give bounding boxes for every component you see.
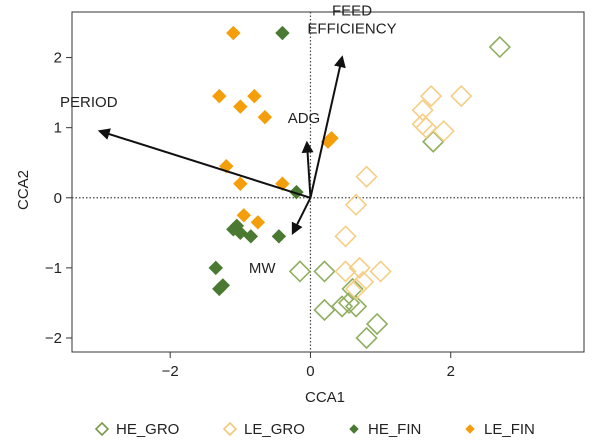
- point-he-gro: [341, 277, 364, 301]
- legend-marker: [349, 424, 359, 434]
- point-le-gro: [450, 84, 473, 108]
- point-le-gro: [351, 270, 375, 294]
- vector-adg-label: ADG: [288, 110, 321, 127]
- vector-mw-arrow: [291, 197, 312, 235]
- point-le-fin: [233, 99, 248, 114]
- y-tick-label: 0: [54, 190, 62, 207]
- point-le-gro: [355, 165, 378, 188]
- x-axis-label: CCA1: [305, 389, 345, 406]
- y-tick-label: 2: [54, 50, 62, 67]
- point-le-gro: [419, 84, 443, 108]
- legend-label: LE_GRO: [244, 421, 305, 438]
- point-he-fin: [271, 229, 287, 244]
- biplot-vectors: PERIOD FEED EFFICIENCY ADG MW: [60, 3, 397, 277]
- point-he-gro: [288, 260, 312, 283]
- point-he-gro: [313, 260, 336, 283]
- point-le-gro: [369, 260, 392, 283]
- point-he-fin: [275, 25, 290, 41]
- point-le-fin: [212, 88, 227, 104]
- y-tick-label: −1: [45, 260, 62, 277]
- point-he-gro: [365, 312, 389, 336]
- point-le-gro: [334, 225, 357, 248]
- series-le-gro: [334, 84, 473, 301]
- legend: HE_GRO LE_GRO HE_FIN LE_FIN: [94, 421, 535, 438]
- point-he-gro: [355, 326, 378, 350]
- legend-item-le-gro: LE_GRO: [222, 421, 305, 438]
- legend-marker: [465, 424, 475, 434]
- vector-feed-efficiency-arrow: [309, 55, 346, 198]
- point-le-fin: [250, 215, 266, 230]
- legend-item-le-fin: LE_FIN: [465, 421, 535, 438]
- point-he-fin: [229, 218, 245, 234]
- x-tick-label: −2: [162, 363, 179, 380]
- point-le-gro: [334, 260, 357, 283]
- point-he-gro: [344, 295, 368, 318]
- y-axis-label: CCA2: [15, 170, 32, 210]
- point-le-fin: [257, 109, 273, 125]
- point-le-gro: [344, 277, 368, 301]
- point-le-gro: [344, 193, 368, 216]
- point-le-fin: [233, 176, 248, 191]
- point-le-gro: [432, 120, 455, 143]
- x-tick-label: 2: [447, 363, 455, 380]
- vector-period-label: PERIOD: [60, 94, 118, 111]
- point-le-gro: [415, 116, 438, 139]
- point-le-fin: [247, 88, 262, 104]
- y-tick-label: −2: [45, 330, 62, 347]
- legend-label: LE_FIN: [484, 421, 535, 438]
- data-points: [208, 25, 511, 350]
- point-he-fin: [289, 184, 304, 200]
- vector-period-arrow: [97, 128, 311, 199]
- point-le-fin: [275, 176, 290, 191]
- x-tick-label: 0: [306, 363, 314, 380]
- vector-feed-efficiency-label: FEED EFFICIENCY: [307, 3, 396, 38]
- point-le-fin: [324, 130, 339, 146]
- point-le-fin: [226, 25, 241, 41]
- point-le-gro: [348, 256, 371, 280]
- point-he-fin: [208, 260, 223, 276]
- plot-frame: [71, 11, 585, 353]
- vector-mw-label: MW: [249, 260, 276, 277]
- series-le-fin: [212, 25, 339, 230]
- legend-label: HE_FIN: [368, 421, 421, 438]
- point-le-fin: [236, 208, 252, 223]
- series-he-fin: [208, 25, 304, 297]
- axis-ticks: −2 0 2 −2 −1 0 1 2: [45, 50, 455, 380]
- point-le-fin: [219, 159, 234, 174]
- vector-adg-arrow: [301, 140, 314, 198]
- legend-marker: [94, 421, 110, 437]
- reference-lines: [72, 12, 584, 352]
- legend-item-he-gro: HE_GRO: [94, 421, 179, 438]
- point-he-gro: [488, 35, 511, 59]
- legend-label: HE_GRO: [116, 421, 179, 438]
- y-tick-label: 1: [54, 120, 62, 137]
- legend-item-he-fin: HE_FIN: [349, 421, 421, 438]
- legend-marker: [222, 421, 238, 437]
- point-he-fin: [212, 281, 227, 297]
- point-he-fin: [243, 229, 259, 244]
